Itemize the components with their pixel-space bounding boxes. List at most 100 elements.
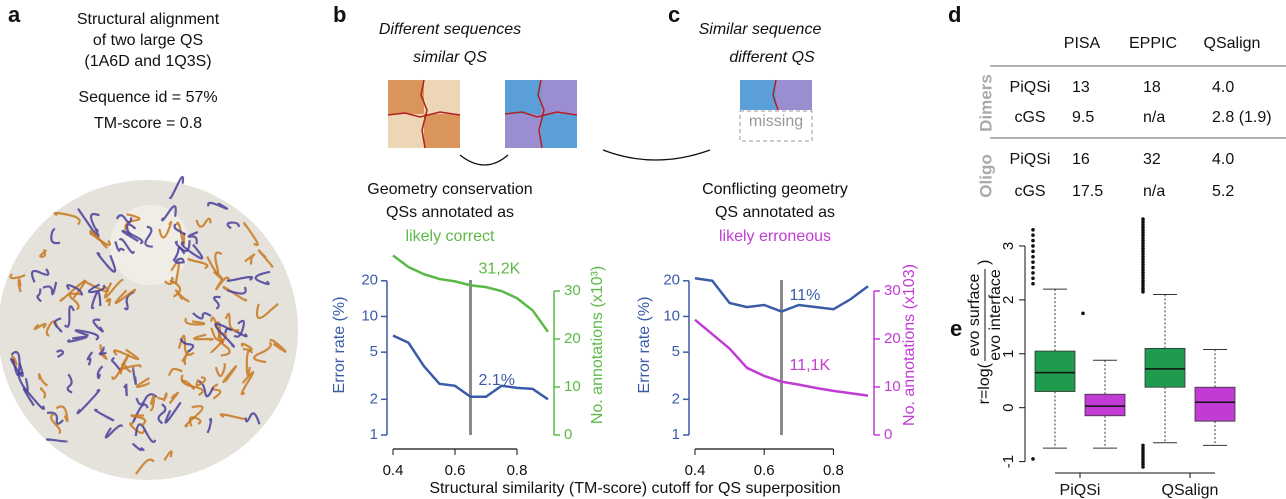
ribbon — [22, 387, 45, 410]
table-cell: 17.5 — [1072, 183, 1103, 200]
x-tick-label: PiQSi — [1060, 482, 1101, 499]
ribbon — [179, 338, 195, 353]
annotation: 11% — [790, 287, 821, 304]
y-tick-label: 2 — [370, 390, 378, 407]
ribbon — [98, 346, 107, 356]
outlier — [1141, 244, 1145, 248]
ribbon — [195, 217, 212, 228]
row-label: PiQSi — [1010, 79, 1051, 96]
ribbon — [10, 357, 24, 378]
y-tick-label: 0 — [1000, 404, 1017, 412]
ribbon — [130, 414, 147, 427]
ribbon — [90, 291, 102, 310]
ribbon — [129, 422, 146, 435]
x-tick-label: QSalign — [1162, 482, 1219, 499]
y-tick-label: 5 — [370, 343, 378, 360]
panel-label: e — [950, 316, 962, 341]
outlier — [1141, 462, 1145, 467]
y-tick-label: 10 — [361, 307, 378, 324]
ribbon — [76, 388, 101, 415]
row-label: cGS — [1014, 183, 1045, 200]
interface — [772, 79, 779, 111]
outlier — [1081, 311, 1085, 316]
outlier — [1141, 236, 1145, 240]
box — [1144, 347, 1186, 388]
y-tick-label: 10 — [663, 307, 680, 324]
title-line: of two large QS — [93, 32, 203, 49]
outlier — [1141, 279, 1145, 283]
y-tick-label: 2 — [672, 390, 680, 407]
table-cell: 2.8 (1.9) — [1212, 109, 1272, 126]
ribbon — [254, 270, 271, 286]
title-line: (1A6D and 1Q3S) — [84, 53, 211, 70]
y-axis-label: Error rate (%) — [331, 297, 348, 394]
subunit — [776, 80, 812, 110]
table-cell: 4.0 — [1212, 151, 1234, 168]
y-tick-label: -1 — [1000, 455, 1017, 468]
ribbon — [226, 275, 254, 282]
outlier — [1141, 230, 1145, 235]
ribbon — [104, 424, 124, 439]
outlier — [1141, 254, 1145, 259]
ribbon — [131, 442, 145, 452]
subunit — [505, 80, 541, 114]
outlier — [1031, 227, 1035, 232]
outlier — [1031, 271, 1035, 275]
ylabel-numerator: evo surface — [966, 274, 983, 357]
ribbon — [55, 405, 69, 423]
ribbon — [132, 403, 149, 423]
ribbon — [89, 212, 100, 232]
interface — [504, 79, 578, 149]
ribbon — [168, 391, 180, 405]
y2-tick-label: 30 — [564, 282, 581, 299]
box — [1194, 386, 1236, 422]
outlier — [1141, 265, 1145, 270]
y2-tick-label: 20 — [884, 330, 901, 347]
box — [1084, 393, 1126, 417]
stat-line: Sequence id = 57% — [78, 89, 217, 106]
x-tick-label: 0.8 — [507, 462, 528, 479]
ribbon — [114, 288, 137, 305]
y-tick-label: 20 — [361, 272, 378, 289]
outlier — [1031, 254, 1035, 259]
caption: Geometry conservation — [367, 181, 532, 198]
ribbon — [10, 355, 18, 367]
ribbon — [206, 417, 213, 434]
ribbon — [53, 211, 81, 226]
y2-tick-label: 20 — [564, 330, 581, 347]
outlier — [1141, 284, 1145, 289]
y-tick-label: 1 — [370, 426, 378, 443]
y2-tick-label: 10 — [564, 378, 581, 395]
box — [1034, 350, 1076, 392]
ribbon — [59, 280, 86, 302]
ribbon — [86, 351, 94, 366]
outlier — [1141, 246, 1145, 251]
ribbon — [193, 333, 214, 341]
outlier — [1141, 225, 1145, 229]
ribbon — [244, 412, 261, 425]
outlier — [1141, 281, 1145, 286]
ribbon — [224, 312, 240, 332]
ribbon — [119, 363, 132, 375]
ribbon — [226, 221, 241, 230]
line-series — [694, 318, 869, 397]
ribbon — [92, 318, 104, 333]
ribbon — [96, 252, 117, 273]
subunit — [388, 80, 424, 114]
ribbon — [245, 349, 254, 376]
ribbon — [167, 367, 183, 377]
y2-axis-label: No. annotations (x103) — [901, 264, 918, 426]
outlier — [1141, 233, 1145, 237]
ribbon — [135, 393, 158, 406]
outlier — [1141, 227, 1145, 232]
ribbon — [157, 392, 168, 402]
ribbon — [132, 367, 137, 386]
outlier — [1141, 268, 1145, 273]
outlier — [1141, 263, 1145, 267]
outlier — [1031, 281, 1035, 286]
ribbon — [233, 319, 246, 338]
line-series — [392, 334, 549, 401]
y-tick-label: 20 — [663, 272, 680, 289]
y-tick-label: 1 — [1000, 350, 1017, 358]
